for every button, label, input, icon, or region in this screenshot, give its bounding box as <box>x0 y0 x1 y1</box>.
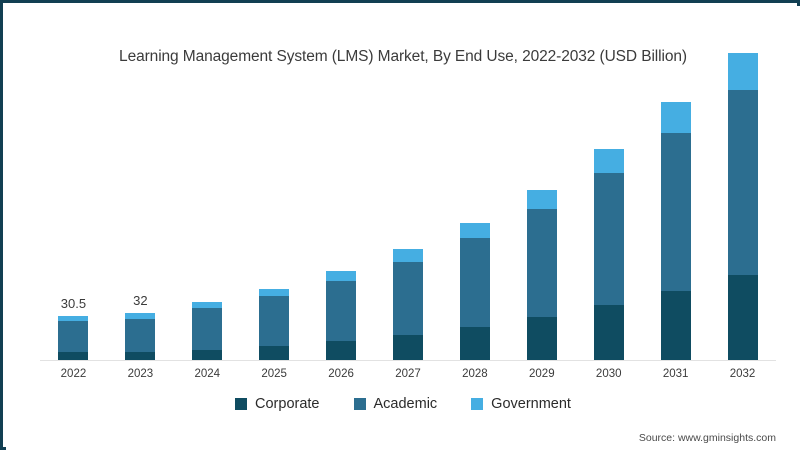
x-axis-tick-2024: 2024 <box>194 368 221 380</box>
axis-baseline <box>40 360 776 361</box>
bar-2028[interactable] <box>459 223 490 360</box>
source-attribution: Source: www.gminsights.com <box>638 432 776 444</box>
bar-segment-corporate-2031[interactable] <box>660 290 691 360</box>
x-axis: 2022 2023 2024 2025 2026 2027 2028 2029 2030 2031… <box>40 368 776 388</box>
x-axis-tick-2027: 2027 <box>395 368 421 380</box>
bar-segment-academic-2024[interactable] <box>192 308 223 350</box>
bar-segment-academic-2031[interactable] <box>660 132 691 291</box>
bar-2022[interactable]: 30.5 <box>58 296 89 360</box>
chart-legend: Corporate Academic Government <box>8 396 798 412</box>
bar-segment-government-2031[interactable] <box>660 102 691 133</box>
bar-segment-corporate-2025[interactable] <box>259 345 290 360</box>
bar-2032[interactable] <box>727 52 758 360</box>
bar-segment-government-2028[interactable] <box>459 223 490 239</box>
legend-swatch-corporate-icon <box>235 398 248 410</box>
bar-segment-corporate-2028[interactable] <box>459 327 490 360</box>
bar-2026[interactable] <box>326 271 357 360</box>
page-title: Learning Management System (LMS) Market,… <box>119 48 687 65</box>
legend-item-government[interactable]: Government <box>471 396 571 412</box>
x-axis-tick-2026: 2026 <box>328 368 354 380</box>
x-axis-tick-2030: 2030 <box>595 368 622 380</box>
bar-segment-corporate-2029[interactable] <box>526 317 557 360</box>
bar-segment-corporate-2026[interactable] <box>326 340 357 360</box>
legend-label: Government <box>491 396 571 412</box>
bar-segment-academic-2026[interactable] <box>326 280 357 341</box>
x-axis-tick-2029: 2029 <box>529 368 555 380</box>
bar-2031[interactable] <box>660 102 691 360</box>
bar-segment-academic-2022[interactable] <box>58 320 89 353</box>
bar-segment-academic-2025[interactable] <box>259 296 290 346</box>
bar-segment-corporate-2022[interactable] <box>58 352 89 360</box>
x-axis-tick-2022: 2022 <box>60 368 87 380</box>
bar-segment-academic-2023[interactable] <box>125 318 156 352</box>
bar-segment-academic-2028[interactable] <box>459 238 490 328</box>
x-axis-tick-2028: 2028 <box>462 368 488 380</box>
bar-2029[interactable] <box>526 189 557 360</box>
bar-segment-corporate-2023[interactable] <box>125 352 156 360</box>
bar-segment-government-2027[interactable] <box>393 249 423 262</box>
bar-2025[interactable] <box>259 288 290 360</box>
x-axis-tick-2023: 2023 <box>127 368 154 380</box>
bar-segment-government-2024[interactable] <box>192 301 223 309</box>
bar-value-label-2022: 30.5 <box>60 295 87 311</box>
x-axis-tick-2025: 2025 <box>261 368 287 380</box>
bar-segment-government-2023[interactable] <box>125 313 156 319</box>
legend-item-corporate[interactable]: Corporate <box>235 396 320 412</box>
bar-2030[interactable] <box>593 148 624 360</box>
bar-segment-academic-2030[interactable] <box>593 173 624 305</box>
legend-swatch-government-icon <box>471 398 484 410</box>
bar-2027[interactable] <box>393 249 423 360</box>
bar-value-label-2023: 32 <box>133 293 148 309</box>
bar-segment-academic-2032[interactable] <box>727 90 758 275</box>
bar-segment-government-2032[interactable] <box>727 52 758 91</box>
legend-label: Corporate <box>255 396 320 412</box>
legend-swatch-academic-icon <box>353 398 366 410</box>
chart-inner-frame: Learning Management System (LMS) Market,… <box>6 6 800 450</box>
bar-2023[interactable]: 32 <box>125 293 156 360</box>
bar-segment-corporate-2024[interactable] <box>192 349 223 360</box>
bar-segment-academic-2029[interactable] <box>526 208 557 318</box>
x-axis-tick-2031: 2031 <box>662 368 689 380</box>
bar-segment-government-2025[interactable] <box>259 288 290 297</box>
legend-label: Academic <box>373 396 438 412</box>
x-axis-tick-2032: 2032 <box>729 368 756 380</box>
legend-item-academic[interactable]: Academic <box>353 396 438 412</box>
bar-segment-government-2026[interactable] <box>326 271 357 281</box>
plot-area: 30.5 32 <box>40 52 776 360</box>
bar-segment-government-2022[interactable] <box>58 315 89 321</box>
bar-segment-corporate-2032[interactable] <box>727 274 758 360</box>
bar-segment-corporate-2027[interactable] <box>393 334 423 360</box>
bar-segment-corporate-2030[interactable] <box>593 304 624 360</box>
bar-segment-government-2029[interactable] <box>526 189 557 209</box>
bar-segment-government-2030[interactable] <box>593 148 624 174</box>
bar-segment-academic-2027[interactable] <box>393 261 423 335</box>
bar-2024[interactable] <box>192 301 223 360</box>
